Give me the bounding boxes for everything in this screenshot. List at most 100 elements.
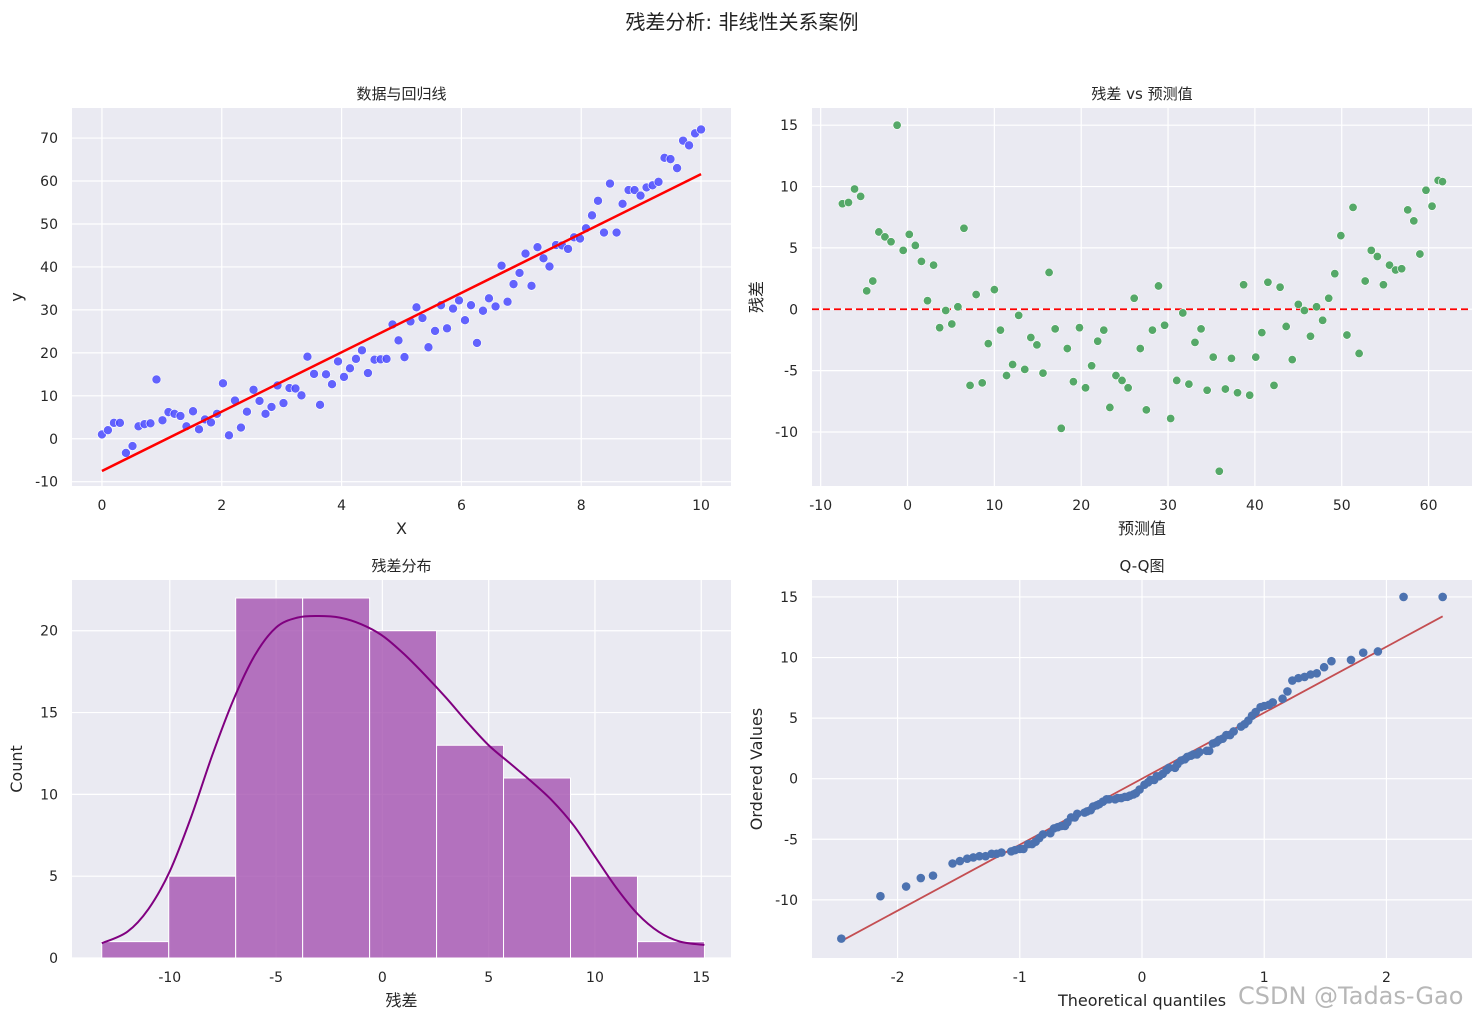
residual-point (1081, 383, 1091, 393)
residual-point (886, 237, 896, 247)
residual-point (977, 378, 987, 388)
y-tick-label: 70 (40, 131, 58, 147)
y-tick-label: 10 (780, 180, 798, 196)
kde-curve (101, 614, 705, 946)
x-axis-label: 预测值 (1118, 519, 1166, 538)
residual-point (1008, 359, 1018, 369)
plot-area (812, 120, 1472, 476)
residual-point (1196, 324, 1206, 334)
qq-point (1399, 592, 1408, 602)
data-point (526, 281, 537, 291)
data-point (696, 124, 706, 135)
residual-point (1002, 371, 1012, 381)
data-point (103, 425, 113, 435)
residual-point (868, 276, 878, 286)
residual-point (1251, 352, 1261, 362)
data-point (157, 415, 168, 426)
residual-point (1233, 388, 1243, 398)
data-point (411, 302, 422, 313)
y-tick-label: 30 (40, 303, 58, 319)
histogram-bar (636, 941, 705, 958)
data-point (472, 338, 482, 348)
x-tick-label: 0 (97, 498, 106, 514)
y-tick-label: 15 (40, 706, 58, 722)
data-point (260, 409, 271, 419)
x-tick-label: -1 (1013, 970, 1027, 986)
residual-point (1263, 277, 1273, 287)
residual-point (1184, 379, 1194, 389)
y-tick-label: 0 (789, 302, 798, 318)
x-tick-label: -5 (269, 970, 283, 986)
residual-point (1154, 281, 1164, 291)
residual-point (1226, 353, 1236, 363)
y-tick-label: 10 (780, 651, 798, 667)
qq-point (1312, 668, 1322, 678)
x-tick-label: 30 (1159, 498, 1177, 514)
x-axis-label: 残差 (385, 991, 417, 1010)
data-point (430, 326, 440, 336)
data-point (490, 301, 501, 312)
residual-point (1239, 280, 1249, 290)
qq-point (1195, 747, 1204, 757)
y-tick-label: 15 (780, 118, 798, 134)
y-tick-label: -5 (784, 832, 798, 848)
x-tick-label: 40 (1246, 498, 1264, 514)
data-point (236, 422, 246, 433)
residual-point (1269, 380, 1279, 390)
qq-reference-line (840, 615, 1444, 942)
data-point (357, 345, 367, 356)
x-tick-label: 5 (484, 970, 493, 986)
y-tick-label: 0 (49, 432, 58, 448)
residual-point (1056, 423, 1066, 433)
y-axis-label: Ordered Values (747, 708, 766, 830)
data-point (532, 242, 543, 252)
residual-point (1245, 390, 1255, 400)
data-point (242, 406, 252, 417)
residual-point (1385, 260, 1395, 270)
residual-point (1437, 177, 1447, 187)
residual-point (1366, 245, 1376, 255)
data-point (121, 448, 131, 458)
subplot-title: 残差 vs 预测值 (1091, 85, 1192, 103)
subplot-scatter: 0 2 4 6 8 10 -10 0 10 20 30 40 50 60 70 数据与回归线 Xy (7, 85, 731, 538)
data-point (653, 177, 664, 187)
qq-point (901, 882, 911, 891)
qq-point (955, 856, 965, 866)
residual-point (1409, 216, 1419, 226)
qq-point (975, 851, 984, 861)
data-point (454, 295, 464, 306)
regression-line (101, 173, 702, 473)
data-point (448, 303, 458, 314)
qq-point (1038, 830, 1048, 839)
y-tick-label: -10 (35, 475, 58, 491)
data-point (672, 163, 682, 173)
plot-area (97, 124, 706, 473)
x-tick-label: 2 (217, 498, 226, 514)
qq-point (1204, 746, 1214, 756)
residual-point (1293, 299, 1303, 309)
residual-point (1172, 375, 1182, 385)
y-axis-label: 残差 (747, 281, 766, 313)
y-tick-label: 40 (40, 260, 58, 276)
residual-point (1403, 205, 1413, 215)
qq-point (1346, 655, 1356, 665)
y-tick-label: 10 (40, 389, 58, 405)
qq-point (1283, 687, 1292, 696)
residual-point (1312, 302, 1322, 312)
data-point (611, 227, 622, 238)
residual-point (1372, 252, 1382, 262)
residual-point (1208, 352, 1218, 362)
qq-point (1319, 662, 1329, 672)
residual-point (935, 323, 945, 333)
residual-point (1141, 405, 1151, 415)
data-point (684, 140, 694, 151)
data-point (351, 354, 361, 364)
residual-point (862, 286, 872, 296)
data-point (514, 268, 525, 278)
residual-point (856, 191, 866, 201)
y-tick-label: 0 (789, 772, 798, 788)
data-point (333, 356, 343, 367)
data-point (296, 390, 307, 401)
x-tick-label: 15 (692, 970, 710, 986)
data-point (635, 190, 646, 201)
